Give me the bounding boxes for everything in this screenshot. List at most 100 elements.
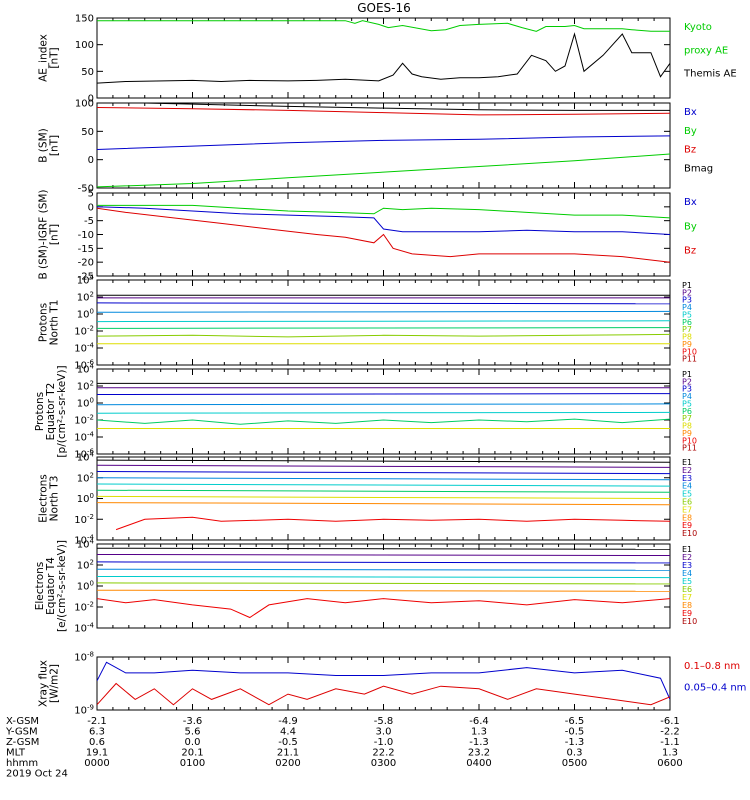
x-row-value: 0100 [180, 758, 205, 769]
series-line-3 [97, 135, 670, 150]
legend-entry: Bx [684, 197, 697, 208]
series-line-2 [97, 554, 670, 556]
legend-entry: E7 [682, 505, 692, 514]
series-line-5 [97, 576, 670, 579]
y-tick-label: 10-4 [74, 431, 94, 444]
y-tick-label: -50 [78, 184, 94, 195]
y-axis-label: Equator T2 [45, 383, 57, 441]
y-tick-label: -20 [78, 258, 94, 269]
legend-entry: P9 [682, 340, 692, 349]
panel-3: -25 -20 -15 -10 -5 0 5 B (SM)-IGRF (SM) [nT] Bx By… [38, 189, 697, 283]
y-tick-label: 10-2 [74, 414, 94, 427]
series-line-6 [97, 582, 670, 585]
legend-entry: E5 [682, 490, 692, 499]
series-line-2 [97, 464, 670, 468]
panel-7: 10-4 10-2 100 102 104 Electrons Equator T4 [e/(… [34, 538, 697, 635]
x-row-value: 3.0 [376, 727, 392, 738]
series-line-6 [97, 327, 670, 329]
y-tick-label: 10-4 [74, 622, 94, 635]
y-tick-label: 10-2 [74, 325, 94, 338]
x-row-value: 0000 [84, 758, 109, 769]
x-row-value: -1.3 [469, 737, 489, 748]
x-row-value: 0200 [275, 758, 300, 769]
panel-frame [96, 368, 671, 455]
legend-entry: E10 [682, 529, 697, 538]
x-row-value: 19.1 [86, 748, 108, 759]
legend-entry: P5 [682, 399, 692, 408]
legend-entry: P2 [682, 288, 692, 297]
legend-entry: P1 [682, 281, 692, 290]
panel-frame [96, 17, 671, 99]
series-line-4 [97, 310, 670, 313]
legend-entry: E7 [682, 593, 692, 602]
legend-entry: 0.1–0.8 nm [684, 661, 740, 672]
y-tick-label: 104 [77, 451, 95, 464]
legend-entry: E6 [682, 498, 692, 507]
series-line-4 [97, 477, 670, 481]
legend-entry: Bz [684, 246, 696, 257]
legend-entry: P3 [682, 296, 692, 305]
legend-entry: P3 [682, 385, 692, 394]
series-line-1 [123, 103, 670, 111]
x-row-value: -2.2 [660, 727, 680, 738]
legend-entry: E9 [682, 521, 692, 530]
series-line-2 [97, 682, 670, 706]
legend-entry: P7 [682, 414, 692, 423]
y-axis-label: [p/(cm²-s-sr-keV)] [56, 365, 68, 457]
legend-entry: P6 [682, 407, 692, 416]
legend-entry: Bx [684, 107, 697, 118]
legend-entry: E8 [682, 601, 692, 610]
series-line-4 [97, 568, 670, 571]
y-tick-label: 102 [77, 471, 94, 484]
legend-entry: E3 [682, 474, 692, 483]
y-axis-label: Electrons [34, 562, 46, 611]
x-row-value: 0300 [371, 758, 396, 769]
x-row-value: 20.1 [181, 748, 203, 759]
x-row-label: MLT [6, 748, 26, 759]
legend-entry: P5 [682, 310, 692, 319]
x-row-value: -1.3 [565, 737, 585, 748]
panel-1: 0 50 100 150 AE_index [nT] Kyoto proxy AE Themis… [38, 14, 737, 105]
legend-entry: P11 [682, 355, 697, 364]
x-row-value: 0500 [562, 758, 587, 769]
legend-entry: E2 [682, 466, 692, 475]
y-axis-label: North T3 [49, 476, 61, 522]
legend-entry: E1 [682, 545, 692, 554]
legend-entry: Bmag [684, 163, 713, 174]
legend-entry: P8 [682, 422, 692, 431]
legend-entry: Kyoto [684, 22, 712, 33]
y-axis-label: Protons [34, 392, 46, 431]
x-row-value: 0600 [657, 758, 682, 769]
legend-entry: By [684, 126, 697, 137]
x-row-value: 22.2 [372, 748, 394, 759]
y-tick-label: 5 [88, 189, 94, 200]
plot-title: GOES-16 [357, 1, 411, 15]
legend-entry: P2 [682, 377, 692, 386]
panel-frame [96, 656, 671, 711]
series-line-5 [97, 483, 670, 487]
y-tick-label: 102 [77, 380, 94, 393]
y-tick-label: 100 [77, 492, 94, 505]
legend-entry: E8 [682, 513, 692, 522]
series-line-4 [97, 403, 670, 406]
series-line-2 [97, 206, 670, 235]
y-axis-label: Electrons [38, 474, 50, 523]
series-line-7 [97, 589, 670, 592]
y-tick-label: -15 [78, 244, 94, 255]
y-axis-label: North T1 [49, 300, 61, 346]
y-tick-label: 104 [77, 363, 95, 376]
x-row-value: -3.6 [183, 716, 203, 727]
series-line-1 [97, 20, 670, 32]
y-tick-label: 50 [81, 67, 94, 78]
y-tick-label: 0 [88, 202, 94, 213]
x-row-value: 1.3 [662, 748, 678, 759]
series-line-5 [97, 320, 670, 323]
panel-frame [96, 279, 671, 366]
y-axis-label: B (SM)-IGRF (SM) [38, 189, 50, 279]
y-tick-label: 104 [77, 274, 95, 287]
series-line-1 [97, 204, 670, 219]
series-line-6 [97, 418, 670, 425]
series-line-1 [97, 661, 670, 700]
